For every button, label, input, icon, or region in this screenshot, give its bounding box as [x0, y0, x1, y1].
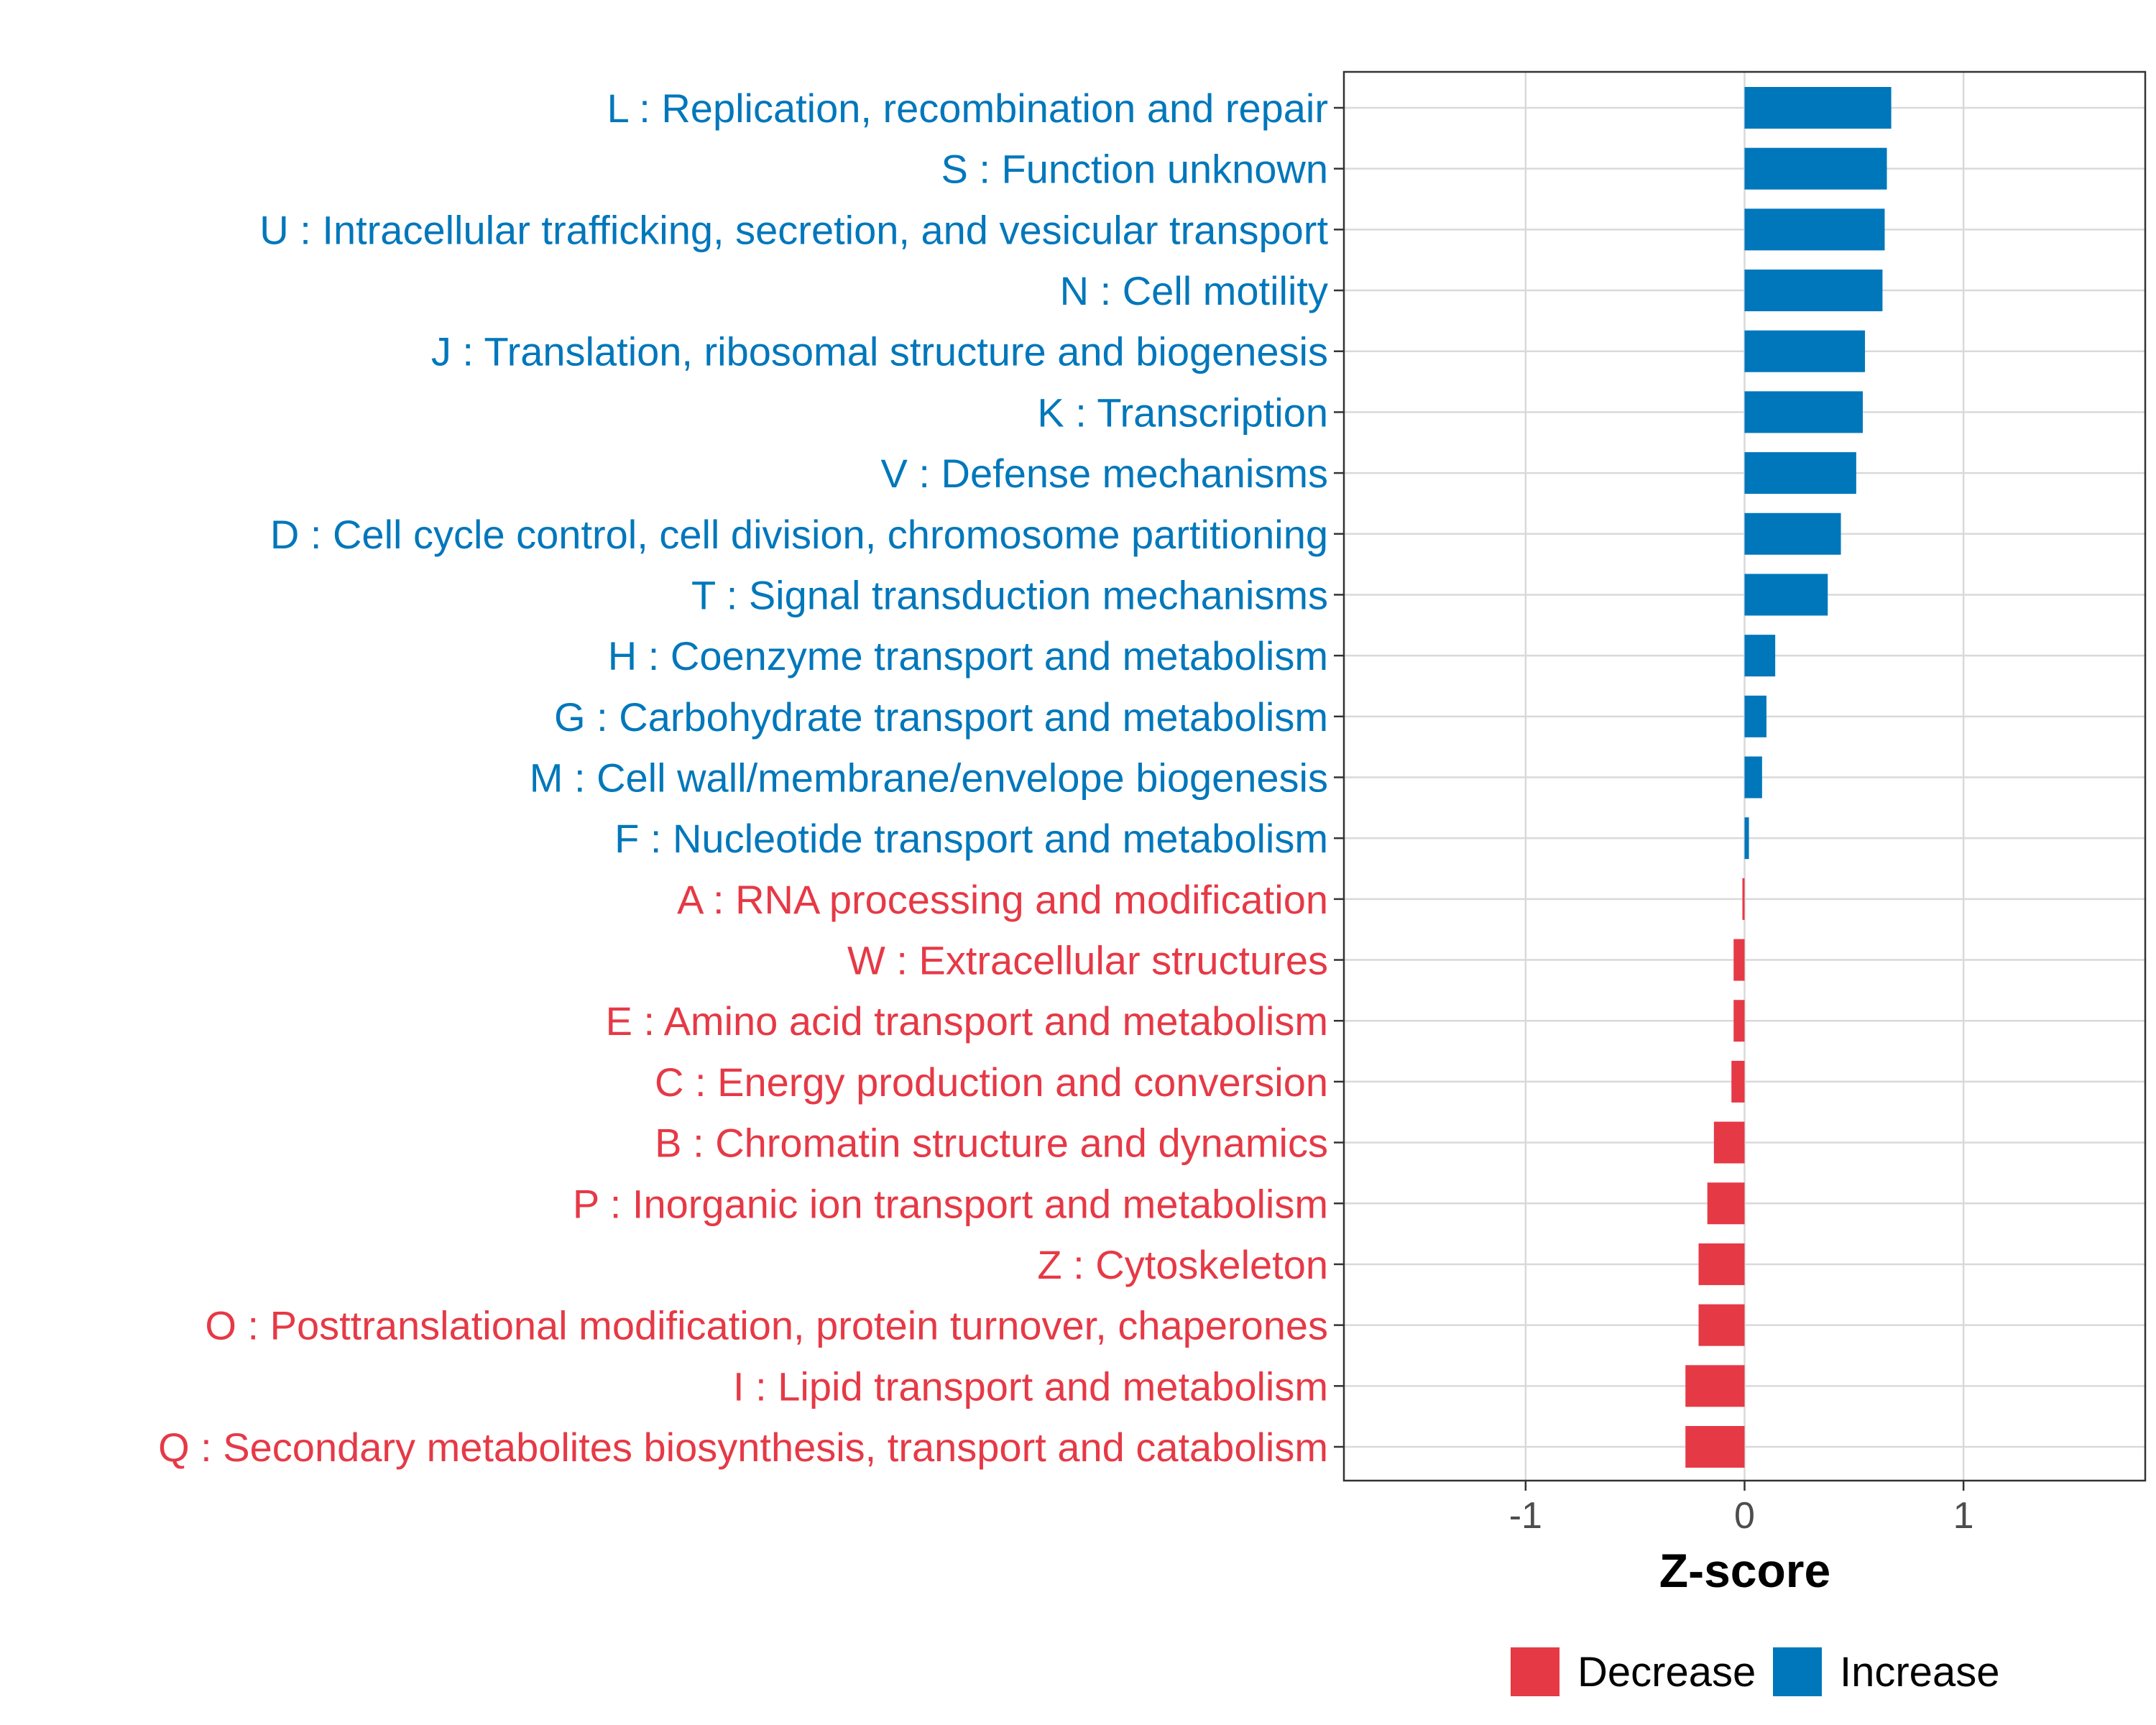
category-label: S : Function unknown [941, 147, 1328, 192]
category-label: L : Replication, recombination and repai… [607, 86, 1328, 131]
category-label: V : Defense mechanisms [881, 451, 1328, 496]
legend-label: Increase [1840, 1649, 1999, 1696]
bar [1744, 208, 1885, 251]
x-axis: -1 0 1 [1509, 1481, 1974, 1537]
bar [1731, 1060, 1745, 1103]
bar [1698, 1304, 1745, 1346]
bar [1744, 87, 1892, 129]
category-label: F : Nucleotide transport and metabolism [614, 816, 1328, 861]
category-label: W : Extracellular structures [847, 938, 1328, 983]
category-label: T : Signal transduction mechanisms [691, 572, 1328, 617]
x-tick-label: 1 [1953, 1495, 1974, 1537]
bar [1744, 391, 1864, 433]
x-tick-label: 0 [1734, 1495, 1755, 1537]
category-label: K : Transcription [1037, 390, 1328, 435]
category-label: M : Cell wall/membrane/envelope biogenes… [530, 755, 1328, 801]
bar [1744, 574, 1828, 616]
category-label: Q : Secondary metabolites biosynthesis, … [158, 1425, 1328, 1470]
legend-swatch [1511, 1647, 1560, 1696]
bar [1685, 1365, 1745, 1407]
legend-label: Decrease [1577, 1649, 1756, 1696]
bar [1733, 1000, 1745, 1042]
bar [1698, 1243, 1745, 1285]
category-label: P : Inorganic ion transport and metaboli… [573, 1181, 1328, 1226]
category-label: A : RNA processing and modification [677, 877, 1328, 922]
x-axis-title: Z-score [1659, 1544, 1830, 1597]
category-label: U : Intracellular trafficking, secretion… [259, 207, 1328, 252]
bar [1744, 512, 1841, 555]
bar [1744, 756, 1762, 799]
legend: Decrease Increase [1511, 1647, 1999, 1696]
category-label: N : Cell motility [1060, 268, 1328, 313]
bar [1685, 1426, 1745, 1468]
category-label: D : Cell cycle control, cell division, c… [270, 512, 1328, 557]
bar [1744, 330, 1866, 372]
bar [1744, 695, 1766, 737]
x-tick-label: -1 [1509, 1495, 1542, 1537]
category-labels: L : Replication, recombination and repai… [158, 86, 1344, 1470]
category-label: H : Coenzyme transport and metabolism [608, 633, 1328, 678]
bar [1707, 1182, 1745, 1225]
category-label: I : Lipid transport and metabolism [733, 1363, 1328, 1409]
category-label: G : Carbohydrate transport and metabolis… [554, 694, 1328, 740]
category-label: J : Translation, ribosomal structure and… [431, 329, 1328, 374]
bar [1744, 270, 1883, 312]
category-label: Z : Cytoskeleton [1037, 1242, 1328, 1287]
category-label: B : Chromatin structure and dynamics [655, 1121, 1328, 1166]
bars [1685, 87, 1892, 1468]
bar [1744, 452, 1856, 494]
legend-swatch [1773, 1647, 1822, 1696]
bar [1744, 635, 1776, 677]
bar [1744, 147, 1887, 190]
category-label: E : Amino acid transport and metabolism [606, 998, 1328, 1044]
bar [1733, 939, 1745, 981]
bar [1713, 1121, 1745, 1164]
category-label: C : Energy production and conversion [655, 1059, 1328, 1105]
bar [1742, 878, 1745, 920]
bar [1744, 817, 1749, 860]
category-label: O : Posttranslational modification, prot… [205, 1303, 1328, 1348]
